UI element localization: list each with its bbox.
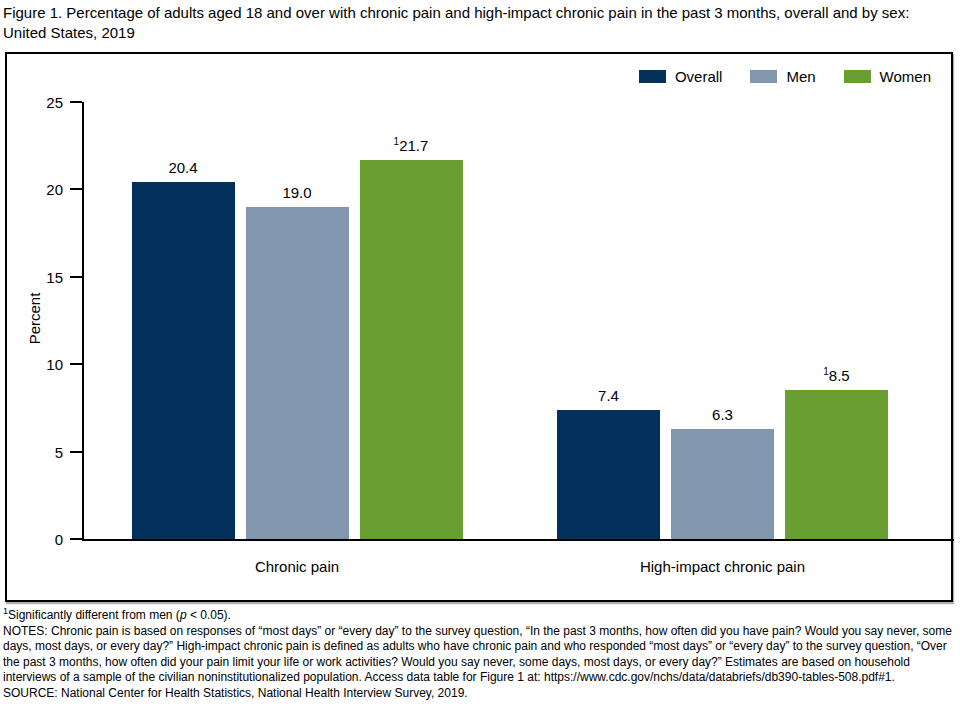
y-tick-5: [70, 451, 82, 453]
bar-women-chronic-pain: [360, 160, 463, 539]
data-table-url: https://www.cdc.gov/nchs/data/databriefs…: [544, 670, 895, 684]
significance-tail: < 0.05).: [187, 608, 231, 622]
bar-men-chronic-pain: [246, 207, 349, 539]
bar-overall-chronic-pain: [132, 182, 235, 539]
bar-women-high-impact-chronic-pain: [785, 390, 888, 539]
x-axis-line: [82, 539, 954, 541]
bar-men-high-impact-chronic-pain: [671, 429, 774, 539]
y-tick-label-0: 0: [7, 531, 63, 548]
figure-title: Figure 1. Percentage of adults aged 18 a…: [3, 3, 941, 43]
significance-text: Significantly different from men (: [8, 608, 180, 622]
category-label-chronic-pain: Chronic pain: [97, 558, 497, 575]
significance-p: p: [180, 608, 187, 622]
y-tick-label-5: 5: [7, 444, 63, 461]
y-tick-label-20: 20: [7, 181, 63, 198]
y-tick-label-10: 10: [7, 356, 63, 373]
value-label-overall-high-impact-chronic-pain: 7.4: [549, 387, 669, 404]
notes-text: NOTES: Chronic pain is based on response…: [3, 624, 955, 686]
significance-superscript: 1: [394, 136, 400, 147]
y-tick-label-15: 15: [7, 269, 63, 286]
plot-area: 0 5 10 15 20 25 20.4 19.0 121.7 7.4 6.3 18.5: [7, 54, 951, 600]
value-label-overall-chronic-pain: 20.4: [123, 159, 243, 176]
bar-overall-high-impact-chronic-pain: [557, 410, 660, 539]
y-tick-label-25: 25: [7, 94, 63, 111]
chart-frame: Overall Men Women Percent 051015202520.4…: [5, 52, 953, 602]
y-tick-25: [70, 101, 82, 103]
value-label-women-chronic-pain: 121.7: [351, 137, 471, 154]
y-axis-line: [82, 102, 84, 541]
y-tick-10: [70, 363, 82, 365]
value-label-men-high-impact-chronic-pain: 6.3: [663, 406, 783, 423]
value-label-men-chronic-pain: 19.0: [237, 184, 357, 201]
category-label-high-impact-chronic-pain: High-impact chronic pain: [523, 558, 923, 575]
y-tick-0: [70, 538, 82, 540]
y-tick-15: [70, 276, 82, 278]
footnotes: 1Significantly different from men (p < 0…: [3, 608, 955, 701]
significance-note: 1Significantly different from men (p < 0…: [3, 608, 955, 624]
source-text: SOURCE: National Center for Health Stati…: [3, 686, 955, 702]
y-tick-20: [70, 188, 82, 190]
significance-superscript: 1: [823, 366, 829, 377]
value-label-women-high-impact-chronic-pain: 18.5: [777, 367, 897, 384]
